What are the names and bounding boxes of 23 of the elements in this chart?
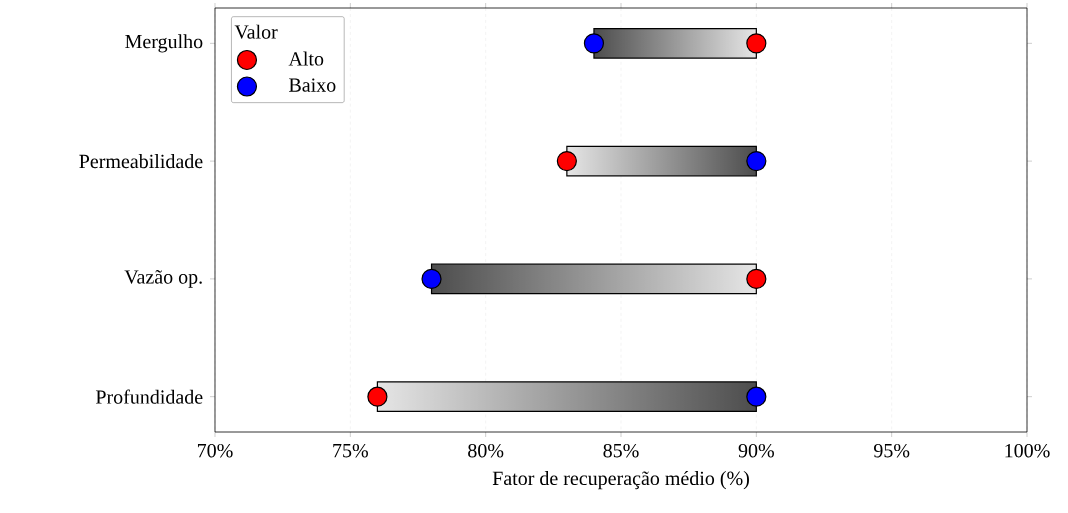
y-tick-label: Vazão op. — [124, 270, 202, 288]
point — [583, 33, 605, 54]
legend-label: Alto — [288, 51, 324, 66]
x-tick-label: 90% — [738, 443, 774, 458]
point — [421, 268, 442, 289]
point — [746, 151, 767, 172]
point — [556, 151, 577, 172]
point — [746, 386, 767, 407]
x-tick-label: 70% — [197, 443, 233, 458]
y-tick-label: Mergulho — [125, 34, 203, 53]
x-tick-label: 85% — [603, 443, 639, 458]
y-tick-label: Profundidade — [95, 389, 203, 404]
x-axis-title: Fator de recuperação médio (%) — [492, 470, 749, 490]
point — [367, 386, 388, 407]
x-tick-label: 100% — [1005, 443, 1050, 458]
legend-title: Valor — [234, 24, 278, 39]
point — [746, 33, 767, 54]
x-tick-label: 95% — [873, 443, 910, 458]
x-tick-label: 80% — [468, 443, 504, 458]
legend-label: Baixo — [289, 78, 336, 92]
point — [746, 268, 767, 289]
y-tick-label: Permeabilidade — [79, 154, 203, 169]
x-tick-label: 75% — [333, 443, 368, 458]
